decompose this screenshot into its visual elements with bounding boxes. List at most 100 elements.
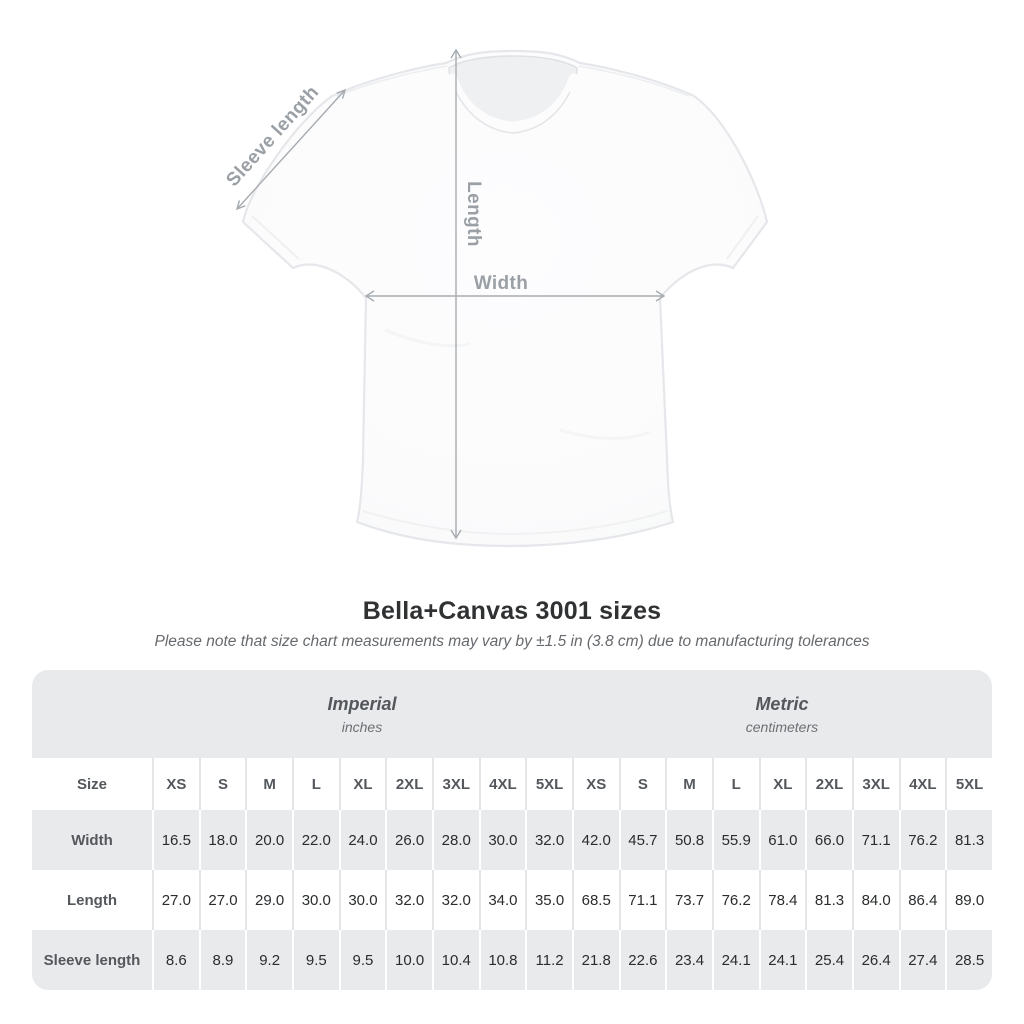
sleeve-length-arrow xyxy=(235,88,347,211)
measurement-value: 9.5 xyxy=(338,930,386,990)
measurement-value: 71.1 xyxy=(851,810,899,870)
size-table: Imperial inches Metric centimeters Size … xyxy=(32,670,992,990)
metric-group-header: Metric centimeters xyxy=(571,670,992,758)
measurement-value: 21.8 xyxy=(571,930,619,990)
measurement-value: 86.4 xyxy=(898,870,946,930)
measurement-value: 9.5 xyxy=(291,930,339,990)
size-table-container: Imperial inches Metric centimeters Size … xyxy=(32,670,992,990)
size-column-header: 5XL xyxy=(945,758,992,810)
measurement-value: 55.9 xyxy=(711,810,759,870)
size-column-header: M xyxy=(665,758,712,810)
measurement-row: Width 16.5 18.0 20.0 22.0 24.0 26.0 28.0 30.0 32.… xyxy=(32,810,992,870)
measurement-value: 68.5 xyxy=(571,870,619,930)
size-column-header: XS xyxy=(152,758,199,810)
metric-unit-label: centimeters xyxy=(745,718,819,735)
measurement-value: 27.0 xyxy=(198,870,246,930)
width-label: Width xyxy=(474,273,529,294)
measurement-value: 66.0 xyxy=(805,810,852,870)
size-column-header: L xyxy=(711,758,759,810)
measurement-value: 27.4 xyxy=(898,930,946,990)
length-label: Length xyxy=(463,181,484,247)
measurement-value: 24.1 xyxy=(711,930,759,990)
measurement-value: 18.0 xyxy=(198,810,246,870)
unit-group-row: Imperial inches Metric centimeters xyxy=(32,670,992,758)
imperial-unit-label: inches xyxy=(341,718,383,735)
size-header-label: Size xyxy=(32,758,152,810)
measurement-value: 78.4 xyxy=(758,870,806,930)
measurement-value: 25.4 xyxy=(805,930,852,990)
measurement-value: 29.0 xyxy=(245,870,292,930)
measurement-value: 10.8 xyxy=(478,930,526,990)
size-column-header: S xyxy=(618,758,666,810)
imperial-label: Imperial xyxy=(327,693,397,714)
measurement-value: 89.0 xyxy=(945,870,992,930)
measurement-value: 27.0 xyxy=(152,870,199,930)
measurement-value: 24.0 xyxy=(338,810,386,870)
measurement-value: 84.0 xyxy=(851,870,899,930)
measurement-value: 28.0 xyxy=(431,810,479,870)
tshirt-shape xyxy=(241,49,769,548)
measurement-value: 22.0 xyxy=(291,810,339,870)
measurement-value: 32.0 xyxy=(525,810,572,870)
measurement-value: 10.0 xyxy=(385,930,432,990)
measurement-value: 20.0 xyxy=(245,810,292,870)
size-column-header: 5XL xyxy=(525,758,572,810)
measurement-value: 30.0 xyxy=(291,870,339,930)
measurement-row: Length 27.0 27.0 29.0 30.0 30.0 32.0 32.0 34.0 35… xyxy=(32,870,992,930)
size-column-header: M xyxy=(245,758,292,810)
measurement-value: 9.2 xyxy=(245,930,292,990)
measurement-value: 8.6 xyxy=(152,930,199,990)
size-column-header: XS xyxy=(571,758,619,810)
size-column-header: 2XL xyxy=(385,758,432,810)
tolerance-note: Please note that size chart measurements… xyxy=(154,633,870,650)
size-column-header: S xyxy=(198,758,246,810)
measurement-value: 73.7 xyxy=(665,870,712,930)
measurement-value: 81.3 xyxy=(945,810,992,870)
width-arrow xyxy=(364,290,666,302)
measurement-value: 35.0 xyxy=(525,870,572,930)
size-column-header: 2XL xyxy=(805,758,852,810)
measurement-value: 81.3 xyxy=(805,870,852,930)
measurement-value: 24.1 xyxy=(758,930,806,990)
measurement-value: 11.2 xyxy=(525,930,572,990)
size-column-header: 3XL xyxy=(431,758,479,810)
measurement-value: 76.2 xyxy=(898,810,946,870)
size-column-header: XL xyxy=(758,758,806,810)
measurement-value: 45.7 xyxy=(618,810,666,870)
row-label: Sleeve length xyxy=(32,930,152,990)
measurement-value: 34.0 xyxy=(478,870,526,930)
measurement-value: 28.5 xyxy=(945,930,992,990)
measurement-value: 30.0 xyxy=(338,870,386,930)
measurement-value: 16.5 xyxy=(152,810,199,870)
measurement-value: 26.0 xyxy=(385,810,432,870)
page-title: Bella+Canvas 3001 sizes xyxy=(362,597,662,625)
size-column-header: 4XL xyxy=(898,758,946,810)
measurement-row: Sleeve length 8.6 8.9 9.2 9.5 9.5 10.0 10.4 10.8… xyxy=(32,930,992,990)
measurement-value: 61.0 xyxy=(758,810,806,870)
measurement-value: 26.4 xyxy=(851,930,899,990)
measurement-value: 42.0 xyxy=(571,810,619,870)
measurement-value: 8.9 xyxy=(198,930,246,990)
size-column-header: 3XL xyxy=(851,758,899,810)
measurement-value: 76.2 xyxy=(711,870,759,930)
tshirt-diagram-image: Length Width Sleeve length xyxy=(222,48,769,548)
measurement-value: 71.1 xyxy=(618,870,666,930)
row-label: Length xyxy=(32,870,152,930)
metric-label: Metric xyxy=(755,693,809,714)
measurement-value: 30.0 xyxy=(478,810,526,870)
row-label: Width xyxy=(32,810,152,870)
size-header-row: Size XS S M L XL 2XL 3XL 4XL 5XL XS S M L XL 2XL 3XL 4XL… xyxy=(32,758,992,810)
size-column-header: 4XL xyxy=(478,758,526,810)
measurement-value: 32.0 xyxy=(385,870,432,930)
size-column-header: XL xyxy=(338,758,386,810)
imperial-group-header: Imperial inches xyxy=(152,670,572,758)
measurement-value: 50.8 xyxy=(665,810,712,870)
size-column-header: L xyxy=(291,758,339,810)
measurement-value: 23.4 xyxy=(665,930,712,990)
measurement-value: 32.0 xyxy=(431,870,479,930)
table-corner xyxy=(32,670,152,758)
measurement-value: 10.4 xyxy=(431,930,479,990)
measurement-value: 22.6 xyxy=(618,930,666,990)
length-arrow xyxy=(450,48,462,540)
